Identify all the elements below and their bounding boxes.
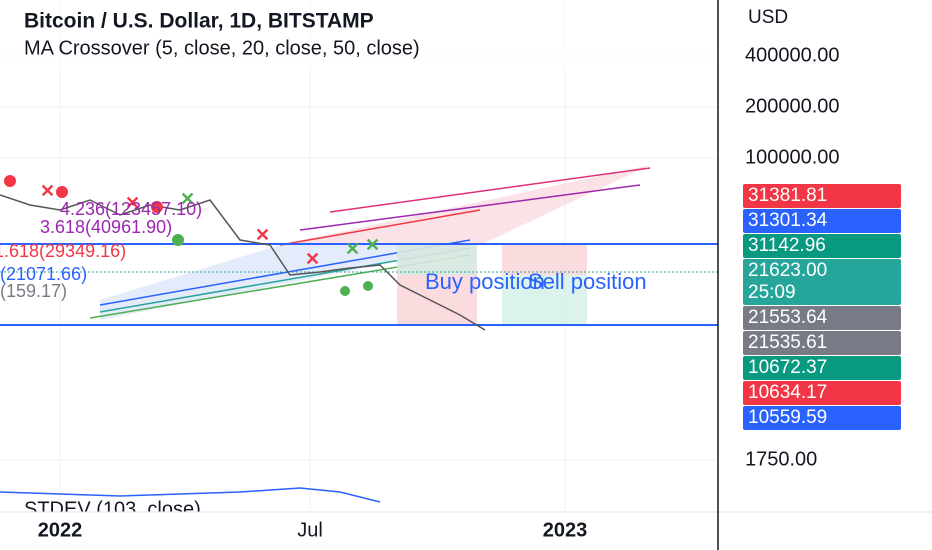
fib-fan (89, 165, 651, 320)
price-tag-label: 31142.96 (748, 235, 826, 256)
signals: ✕✕ ✕✕ ✕ ✕ ✕ (4, 175, 380, 296)
svg-text:✕: ✕ (345, 239, 360, 259)
price-tag-label: 10634.17 (748, 382, 827, 403)
price-tag-label: 31301.34 (748, 210, 828, 231)
price-tag (743, 406, 901, 430)
price-tag-label: 10559.59 (748, 407, 827, 428)
svg-text:✕: ✕ (255, 225, 270, 245)
price-tag-label: 31381.81 (748, 185, 827, 206)
price-tag-label: 21553.64 (748, 307, 828, 328)
svg-text:✕: ✕ (305, 249, 320, 269)
price-tag (743, 331, 901, 355)
time-label: Jul (297, 519, 323, 541)
time-axis (0, 512, 718, 550)
indicator-title[interactable]: MA Crossover (5, close, 20, close, 50, c… (24, 37, 420, 59)
positions (397, 245, 587, 325)
price-tag (743, 259, 901, 305)
price-axis: USD 400000.00 200000.00 100000.00 1750.00 313… (743, 7, 901, 470)
currency-label: USD (748, 7, 788, 28)
svg-text:✕: ✕ (40, 181, 55, 201)
svg-text:✕: ✕ (180, 189, 195, 209)
price-tag-label: 10672.37 (748, 357, 827, 378)
time-label: 2023 (543, 519, 588, 541)
sell-position-label: Sell position (528, 269, 647, 294)
fib-label: 4.236(123457.10) (60, 199, 202, 219)
stdev-line (0, 487, 381, 503)
price-tag-label: 21623.00 (748, 260, 827, 281)
price-tag (743, 184, 901, 208)
countdown-label: 25:09 (748, 282, 796, 303)
price-label: 200000.00 (745, 95, 840, 117)
symbol-title[interactable]: Bitcoin / U.S. Dollar, 1D, BITSTAMP (24, 10, 374, 33)
fib-label: (21071.66) (0, 264, 87, 284)
price-tag (743, 381, 901, 405)
price-tag-label: 21535.61 (748, 332, 827, 353)
time-axis-labels: 2022 Jul 2023 (38, 519, 588, 541)
fib-labels: 4.236(123457.10) 3.618(40961.90) 1.618(2… (0, 199, 202, 301)
fib-label: (159.17) (0, 281, 67, 301)
price-tag (743, 234, 901, 258)
fib-label: 3.618(40961.90) (40, 217, 172, 237)
header-backdrop (0, 0, 718, 70)
price-tag (743, 356, 901, 380)
fib-label: 1.618(29349.16) (0, 241, 126, 261)
buy-position-label: Buy position (425, 269, 545, 294)
price-label: 100000.00 (745, 146, 840, 168)
price-tag (743, 209, 901, 233)
price-label: 400000.00 (745, 44, 840, 66)
svg-text:✕: ✕ (365, 235, 380, 255)
svg-text:✕: ✕ (125, 193, 140, 213)
price-series (0, 194, 486, 331)
price-tag (743, 306, 901, 330)
price-label: 1750.00 (745, 448, 817, 470)
time-label: 2022 (38, 519, 83, 541)
